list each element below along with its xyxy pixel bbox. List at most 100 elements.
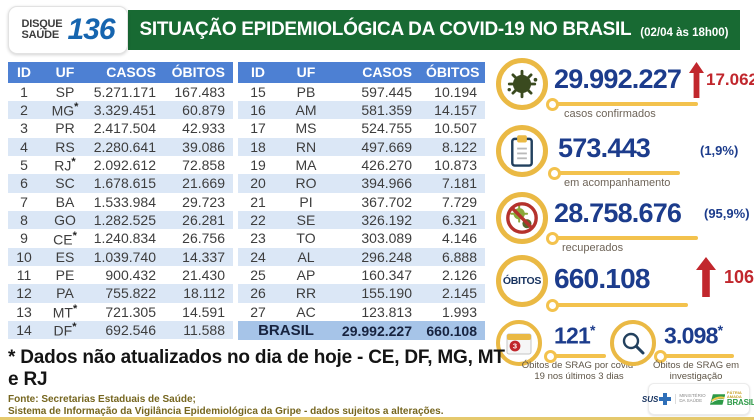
asterisk-marker: * xyxy=(74,101,79,114)
asterisk-marker: * xyxy=(72,229,77,242)
ministry-label: MINISTÉRIO DA SAÚDE xyxy=(675,393,706,404)
brand-top-text: PÁTRIA AMADA xyxy=(726,390,742,399)
table-cell: 2.126 xyxy=(441,267,477,284)
table-row: 2 MG* 3.329.451 60.879 xyxy=(8,100,233,120)
states-table-left: ID UF CASOS ÓBITOS 1 SP 5.271.171 167.483 2 MG* 3… xyxy=(8,62,233,340)
table-row: 24 AL 296.248 6.888 xyxy=(238,247,485,266)
table-cell: 21.430 xyxy=(182,267,225,284)
table-cell: 16 xyxy=(250,102,266,119)
table-cell: 23 xyxy=(250,230,266,247)
states-table-right: ID UF CASOS ÓBITOS 15 PB 597.445 10.194 16 AM 581… xyxy=(238,62,485,341)
table-cell: 39.086 xyxy=(182,138,225,155)
no-virus-icon xyxy=(496,192,548,244)
table-cell: ES xyxy=(55,248,75,265)
table-cell: 7 xyxy=(20,193,28,210)
underline xyxy=(544,350,606,363)
table-cell: 597.445 xyxy=(361,83,412,100)
table-cell: 13 xyxy=(16,303,32,320)
table-header: ID UF CASOS ÓBITOS xyxy=(238,62,485,83)
underline xyxy=(546,232,698,245)
table-cell: 21 xyxy=(250,193,266,210)
up-arrow-icon xyxy=(689,62,704,103)
government-logos: SUS MINISTÉRIO DA SAÚDE PÁTRIA AMADA BRA… xyxy=(642,383,754,415)
asterisk-marker: * xyxy=(72,321,77,334)
table-cell: GO xyxy=(54,212,76,229)
table-cell: 72.858 xyxy=(182,157,225,174)
table-cell: 18.112 xyxy=(183,285,225,302)
table-cell: RR xyxy=(295,285,317,302)
badge-word-saude: SAÚDE xyxy=(21,29,59,41)
table-cell: 14.591 xyxy=(182,303,225,320)
page-title: SITUAÇÃO EPIDEMIOLÓGICA DA COVID-19 NO B… xyxy=(139,19,632,40)
table-cell: 2.145 xyxy=(441,285,477,302)
table-cell: 6.888 xyxy=(441,248,477,265)
table-row: 25 AP 160.347 2.126 xyxy=(238,265,485,285)
table-cell: MG* xyxy=(51,101,79,119)
table-cell: 26 xyxy=(250,285,266,302)
table-row: 9 CE* 1.240.834 26.756 xyxy=(8,229,233,248)
report-datetime: (02/04 às 18h00) xyxy=(640,26,729,39)
confirmed-label: casos confirmados xyxy=(564,108,656,120)
table-cell: SP xyxy=(55,83,75,100)
table-cell: 160.347 xyxy=(361,267,412,284)
table-cell: 2 xyxy=(20,102,28,119)
table-cell: 11 xyxy=(16,267,32,284)
table-cell: 9 xyxy=(20,230,28,247)
table-cell: 1 xyxy=(20,83,28,100)
deaths-value: 660.108 xyxy=(554,263,650,294)
clipboard-icon xyxy=(496,125,548,177)
table-cell: 1.678.615 xyxy=(93,175,156,192)
monitoring-label: em acompanhamento xyxy=(564,177,671,189)
sus-logo: SUS xyxy=(642,393,672,405)
table-cell: AC xyxy=(296,303,316,320)
table-cell: 2.280.641 xyxy=(93,138,156,155)
table-cell: 25 xyxy=(250,267,266,284)
table-row: 3 PR 2.417.504 42.933 xyxy=(8,119,233,138)
calendar-badge-number: 3 xyxy=(513,342,517,351)
magnifier-icon xyxy=(610,320,656,366)
table-row: 14 DF* 692.546 11.588 xyxy=(8,320,233,340)
table-cell: 21.669 xyxy=(182,175,225,192)
asterisk-marker: * xyxy=(71,156,76,169)
table-cell: 12 xyxy=(16,285,32,302)
table-cell: 7.181 xyxy=(441,175,477,192)
ministry-line1: MINISTÉRIO xyxy=(679,393,706,399)
underline xyxy=(546,98,698,111)
ministry-line2: DA SAÚDE xyxy=(679,398,703,403)
asterisk-marker: * xyxy=(72,302,78,315)
up-arrow-icon xyxy=(696,257,716,302)
table-row: 20 RO 394.966 7.181 xyxy=(238,174,485,193)
confirmed-delta: 17.062 xyxy=(706,70,754,89)
table-row: 1 SP 5.271.171 167.483 xyxy=(8,82,233,101)
table-row: 7 BA 1.533.984 29.723 xyxy=(8,192,233,211)
table-cell: 167.483 xyxy=(174,83,225,100)
table-cell: 426.270 xyxy=(361,157,412,174)
obitos-circle-icon: ÓBITOS xyxy=(496,255,548,307)
table-row: 23 TO 303.089 4.146 xyxy=(238,229,485,248)
table-cell: 15 xyxy=(250,83,266,100)
stat-recovered: 28.758.676 (95,9%) recuperados xyxy=(492,192,750,254)
column-header: UF xyxy=(296,64,316,81)
table-cell: AL xyxy=(297,248,315,265)
data-source: Fonte: Secretarias Estaduais de Saúde; S… xyxy=(8,394,488,418)
underline xyxy=(546,299,688,312)
table-cell: 10.873 xyxy=(434,157,477,174)
recovered-percent: (95,9%) xyxy=(704,206,750,221)
table-cell: 4.146 xyxy=(441,230,477,247)
table-cell: 8 xyxy=(20,212,28,229)
table-cell: 27 xyxy=(250,303,266,320)
table-cell: 123.813 xyxy=(361,303,412,320)
table-cell: 11.588 xyxy=(183,322,225,339)
table-cell: 497.669 xyxy=(361,138,412,155)
table-cell: 20 xyxy=(250,175,266,192)
table-cell: RN xyxy=(295,138,317,155)
table-cell: 296.248 xyxy=(361,248,412,265)
recovered-label: recuperados xyxy=(562,242,624,254)
table-row: 11 PE 900.432 21.430 xyxy=(8,265,233,285)
table-cell: RJ* xyxy=(54,156,76,174)
disque-saude-label: DISQUE SAÚDE xyxy=(21,18,62,41)
table-cell: 26.281 xyxy=(182,212,225,229)
table-cell: TO xyxy=(296,230,316,247)
srag-recent-label: Óbitos de SRAG por covid-19 nos últimos … xyxy=(521,360,637,383)
table-cell: 24 xyxy=(250,248,266,265)
